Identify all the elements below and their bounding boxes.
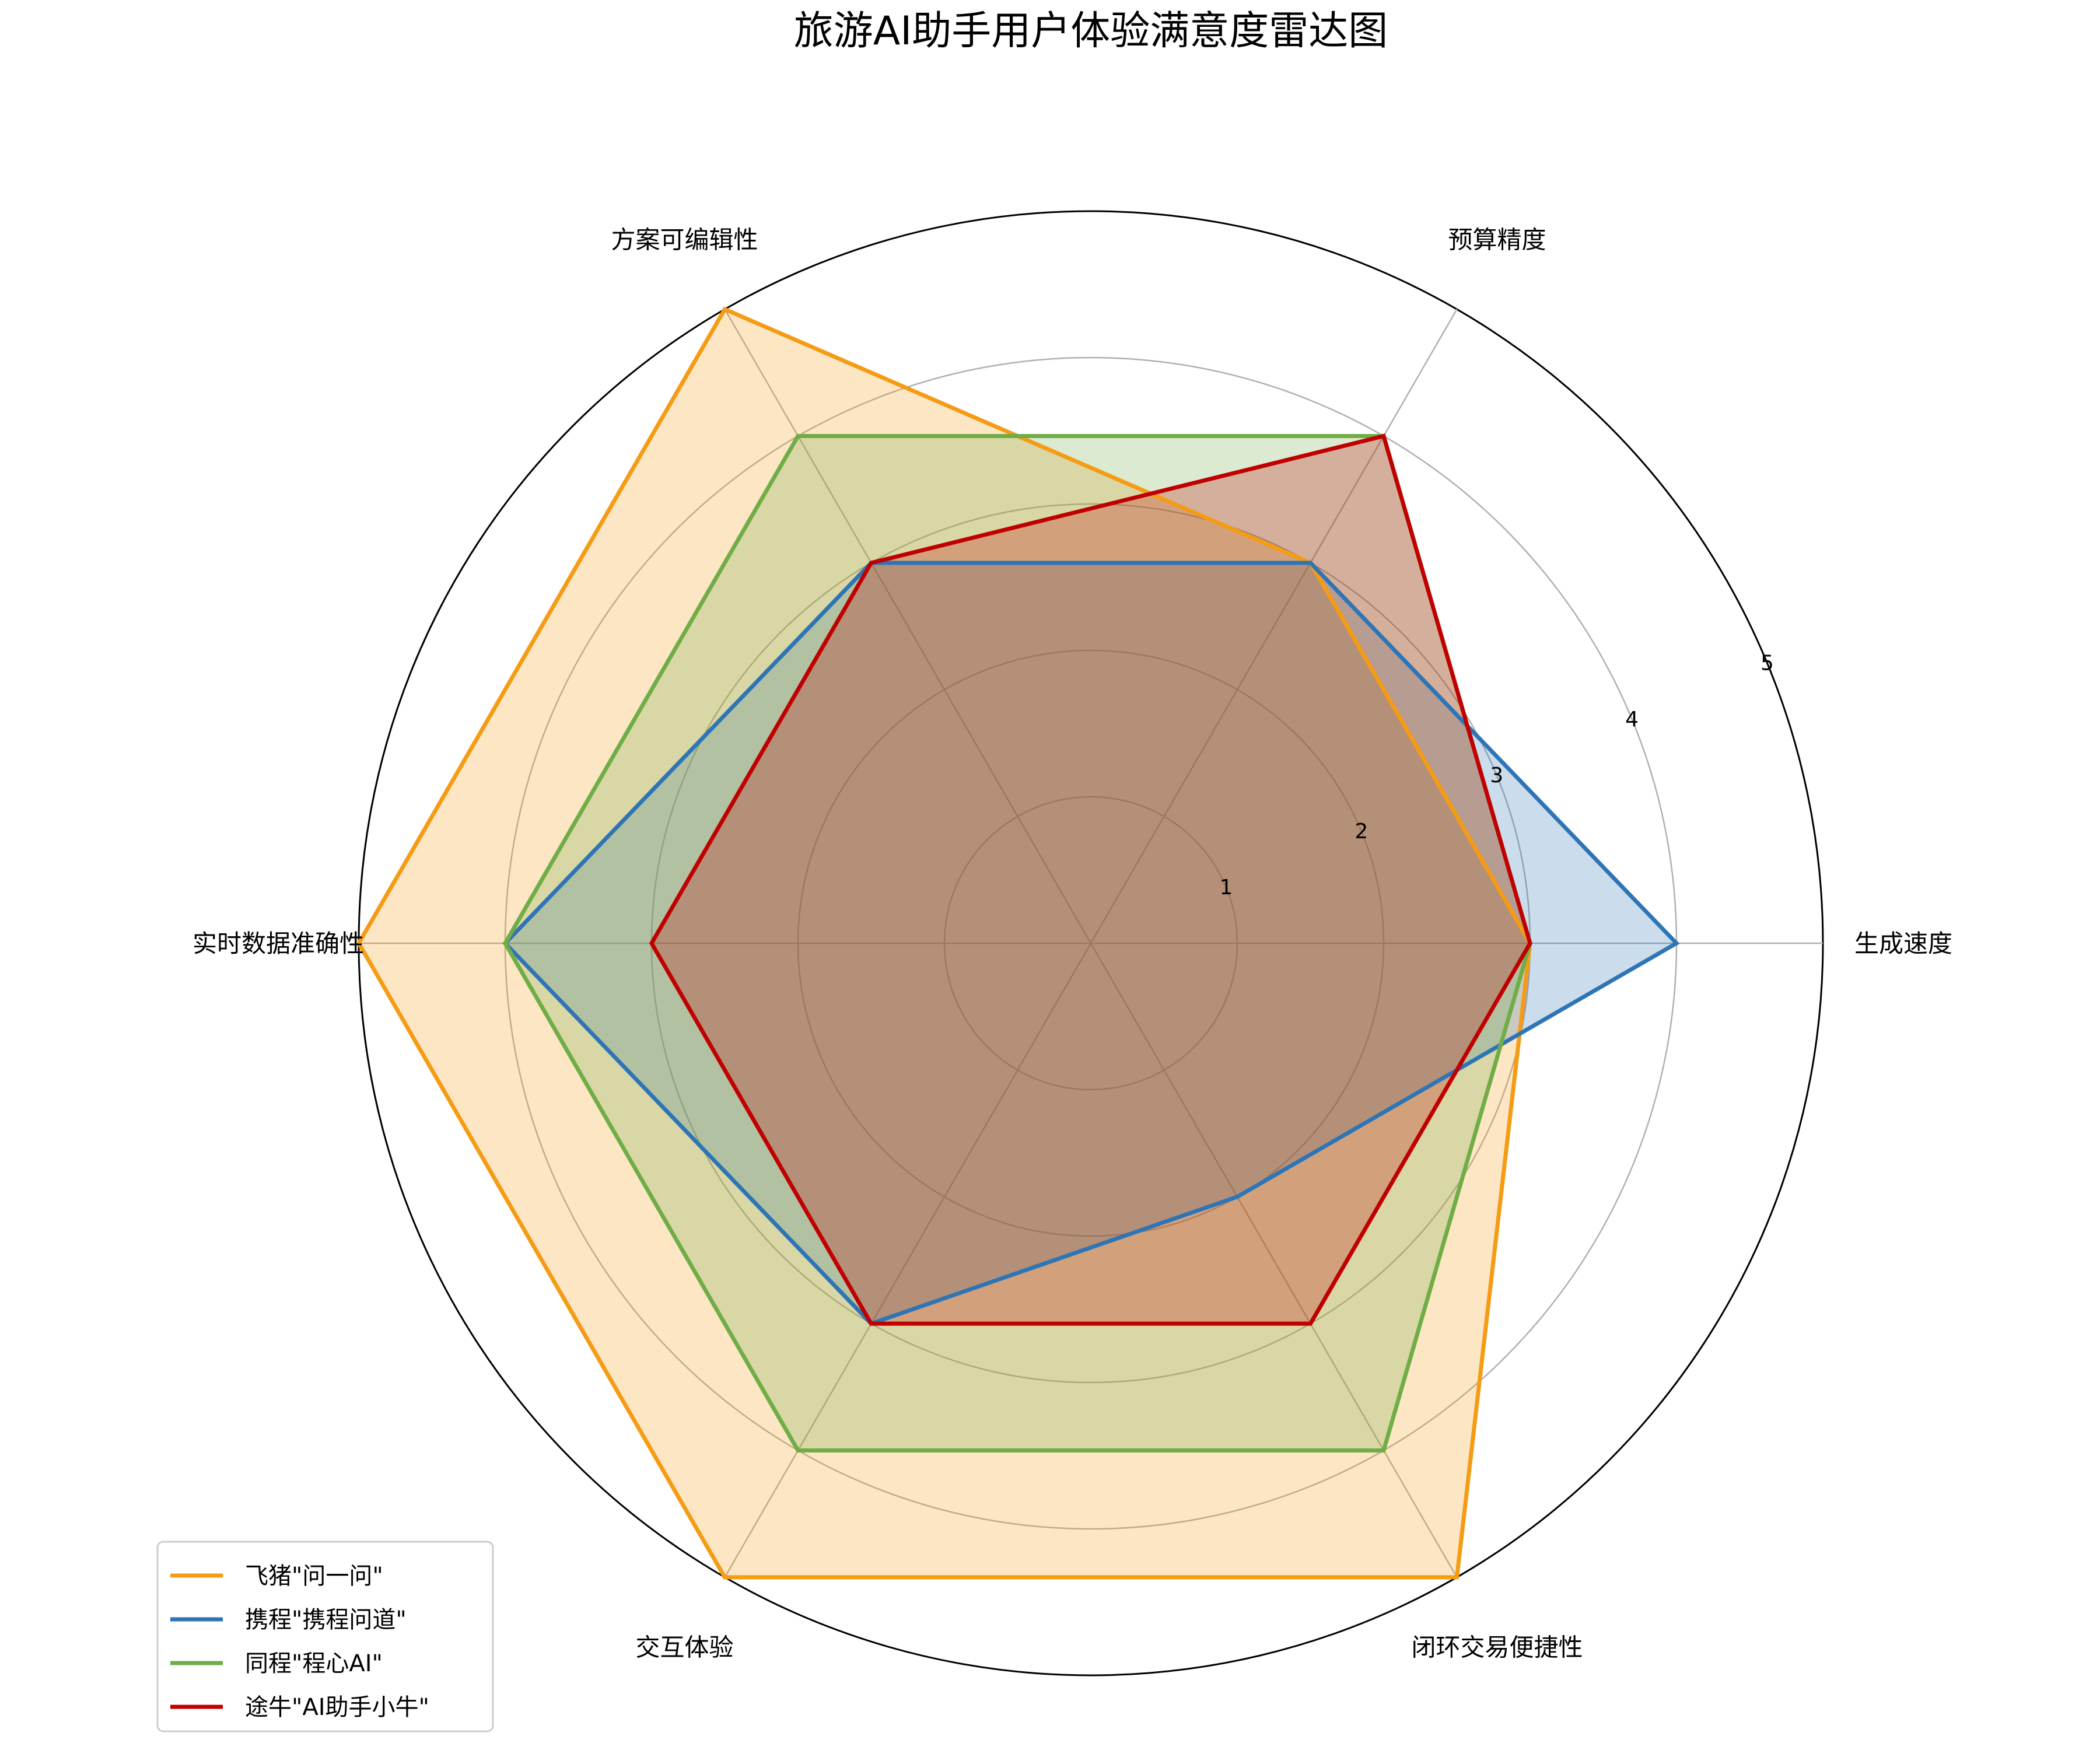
r-tick-label-4: 4 — [1625, 708, 1639, 732]
r-tick-label-3: 3 — [1490, 764, 1503, 788]
legend-label-4: 途牛"AI助手小牛" — [245, 1694, 429, 1721]
legend-label-3: 同程"程心AI" — [245, 1650, 383, 1677]
r-tick-label-5: 5 — [1760, 652, 1774, 676]
axis-label-5: 交互体验 — [635, 1633, 733, 1661]
axis-label-6: 闭环交易便捷性 — [1412, 1633, 1583, 1661]
axis-label-2: 预算精度 — [1448, 226, 1546, 254]
series-area-3 — [505, 436, 1530, 1451]
r-tick-label-1: 1 — [1219, 876, 1233, 900]
axis-label-3: 方案可编辑性 — [611, 226, 758, 254]
legend-label-1: 飞猪"问一问" — [245, 1563, 383, 1590]
grid-spoke-3 — [724, 309, 1092, 944]
series-area-2 — [505, 562, 1676, 1324]
legend: 飞猪"问一问" 携程"携程问道" 同程"程心AI" 途牛"AI助手小牛" — [156, 1541, 494, 1732]
chart-title: 旅游AI助手用户体验满意度雷达图 — [794, 8, 1388, 54]
radar-series — [356, 306, 1680, 1580]
grid-spoke-6 — [1090, 943, 1458, 1578]
grid-spoke-2 — [1090, 309, 1458, 944]
legend-box — [156, 1541, 494, 1732]
axis-label-1: 生成速度 — [1854, 929, 1952, 958]
series-line-4 — [649, 433, 1532, 1326]
r-tick-label-2: 2 — [1354, 820, 1368, 844]
legend-label-2: 携程"携程问道" — [245, 1606, 407, 1633]
axis-label-4: 实时数据准确性 — [192, 929, 364, 958]
grid-spoke-5 — [724, 943, 1092, 1578]
series-area-4 — [652, 436, 1530, 1324]
series-area-1 — [359, 309, 1530, 1577]
